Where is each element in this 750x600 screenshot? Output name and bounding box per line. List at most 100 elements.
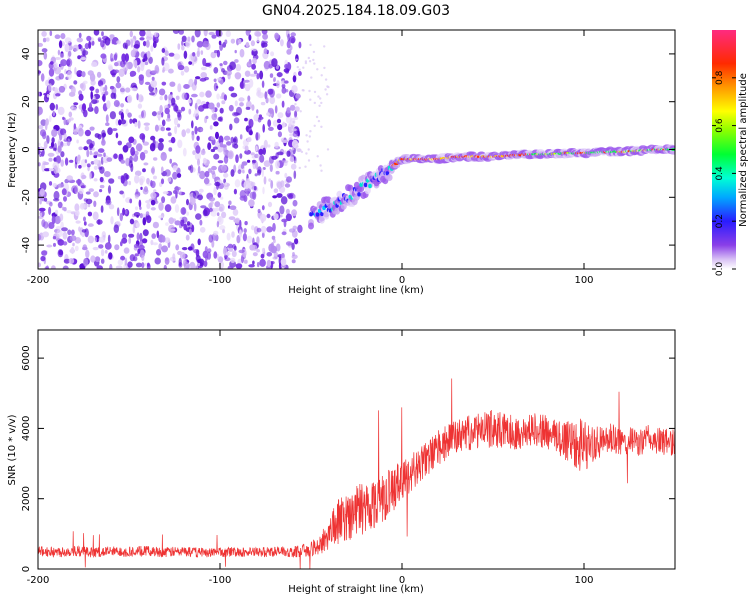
noise-speckle <box>216 221 220 228</box>
noise-speckle <box>276 80 280 89</box>
noise-speckle <box>292 124 295 128</box>
noise-speckle <box>181 216 188 223</box>
noise-speckle <box>81 71 86 78</box>
noise-speckle <box>183 50 188 59</box>
noise-speckle <box>66 59 71 65</box>
noise-speckle <box>120 103 125 108</box>
noise-speckle <box>232 111 239 117</box>
noise-speckle <box>238 249 245 254</box>
noise-speckle <box>268 126 274 131</box>
noise-speckle <box>213 186 217 196</box>
noise-speckle <box>234 179 241 188</box>
noise-speckle <box>67 229 72 236</box>
noise-speckle <box>44 122 48 131</box>
noise-speckle <box>254 30 261 37</box>
noise-speckle <box>127 261 133 268</box>
noise-speckle <box>43 51 48 60</box>
noise-speckle <box>266 252 273 257</box>
noise-speckle <box>294 103 297 106</box>
noise-speckle <box>143 149 148 154</box>
noise-speckle <box>84 43 90 50</box>
noise-speckle <box>225 30 231 37</box>
noise-speckle <box>252 260 255 265</box>
noise-speckle <box>83 258 89 267</box>
noise-speckle <box>123 247 130 254</box>
noise-speckle <box>248 199 255 207</box>
noise-speckle <box>286 40 291 49</box>
noise-speckle <box>248 168 252 175</box>
noise-speckle <box>210 148 216 153</box>
noise-speckle <box>320 74 323 77</box>
noise-speckle <box>261 205 265 211</box>
noise-speckle <box>233 117 240 124</box>
noise-speckle <box>81 204 88 209</box>
noise-speckle <box>98 236 106 243</box>
noise-speckle <box>100 258 105 264</box>
noise-speckle <box>185 39 191 48</box>
noise-speckle <box>109 263 113 269</box>
noise-speckle <box>160 178 165 185</box>
colorbar-label: Normalized spectral amplitude <box>738 73 749 227</box>
noise-speckle <box>219 196 224 200</box>
noise-speckle <box>270 51 275 57</box>
noise-speckle <box>97 80 104 87</box>
noise-speckle <box>46 135 50 144</box>
noise-speckle <box>101 129 106 139</box>
noise-speckle <box>191 35 195 43</box>
noise-speckle <box>197 165 201 174</box>
noise-speckle <box>120 255 126 261</box>
noise-speckle <box>312 58 315 62</box>
noise-speckle <box>145 69 152 78</box>
noise-speckle <box>61 227 68 232</box>
noise-speckle <box>186 211 190 216</box>
noise-speckle <box>48 181 53 186</box>
noise-speckle <box>142 217 147 226</box>
noise-speckle <box>104 37 111 46</box>
noise-speckle <box>114 244 120 251</box>
noise-speckle <box>142 58 146 63</box>
noise-speckle <box>64 69 67 75</box>
noise-speckle <box>200 149 206 156</box>
x-tick-label: -200 <box>27 575 50 586</box>
noise-speckle <box>279 205 285 215</box>
noise-speckle <box>227 265 234 269</box>
noise-speckle <box>133 212 141 217</box>
noise-speckle <box>164 50 169 57</box>
noise-speckle <box>107 234 111 244</box>
noise-speckle <box>110 92 116 99</box>
noise-speckle <box>51 265 56 269</box>
noise-speckle <box>81 232 85 238</box>
colorbar-tick-label: 0.6 <box>715 118 725 133</box>
noise-speckle <box>236 235 241 244</box>
noise-speckle <box>73 80 78 85</box>
noise-speckle <box>115 82 122 89</box>
noise-speckle <box>268 243 274 252</box>
noise-speckle <box>167 132 172 137</box>
noise-speckle <box>90 255 96 263</box>
noise-speckle <box>96 265 103 269</box>
noise-speckle <box>245 187 249 196</box>
noise-speckle <box>40 119 47 126</box>
noise-speckle <box>164 169 171 177</box>
noise-speckle <box>248 34 252 41</box>
noise-speckle <box>294 110 298 118</box>
noise-speckle <box>172 253 176 261</box>
noise-speckle <box>281 87 287 94</box>
noise-speckle <box>110 58 114 62</box>
noise-speckle <box>121 237 128 244</box>
noise-speckle <box>214 181 221 187</box>
noise-speckle <box>320 101 323 105</box>
noise-speckle <box>62 241 68 246</box>
snr-marks <box>38 378 675 569</box>
noise-speckle <box>228 216 236 221</box>
noise-speckle <box>66 70 72 80</box>
noise-speckle <box>250 225 255 231</box>
noise-speckle <box>213 251 218 259</box>
noise-speckle <box>254 173 258 177</box>
noise-speckle <box>161 245 169 253</box>
noise-speckle <box>80 57 87 61</box>
noise-speckle <box>144 262 147 266</box>
noise-speckle <box>313 62 316 65</box>
noise-speckle <box>63 258 70 264</box>
noise-speckle <box>294 106 300 112</box>
